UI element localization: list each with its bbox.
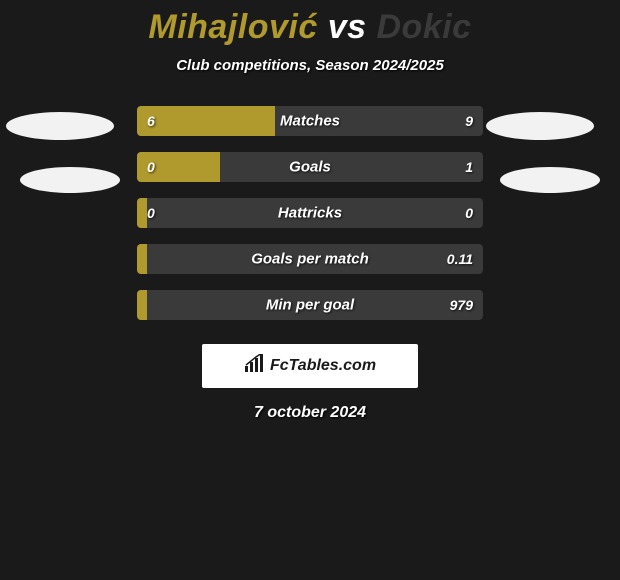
stat-bar: 6Matches9 bbox=[137, 106, 483, 136]
subtitle: Club competitions, Season 2024/2025 bbox=[0, 57, 620, 74]
comparison-chart: 6Matches90Goals10Hattricks0Goals per mat… bbox=[0, 106, 620, 336]
page-title: Mihajlović vs Dokic bbox=[0, 0, 620, 47]
title-player2: Dokic bbox=[377, 8, 472, 46]
bar-list: 6Matches90Goals10Hattricks0Goals per mat… bbox=[137, 106, 483, 320]
title-vs: vs bbox=[328, 8, 367, 46]
stat-label: Goals per match bbox=[137, 251, 483, 268]
badge-text: FcTables.com bbox=[270, 357, 376, 375]
stat-label: Hattricks bbox=[137, 205, 483, 222]
stat-bar: 0Goals1 bbox=[137, 152, 483, 182]
title-player1: Mihajlović bbox=[148, 8, 317, 46]
stat-right-value: 9 bbox=[465, 113, 473, 129]
stat-right-value: 0 bbox=[465, 205, 473, 221]
stat-right-value: 0.11 bbox=[447, 251, 473, 267]
stat-right-value: 1 bbox=[465, 159, 473, 175]
date-label: 7 october 2024 bbox=[0, 404, 620, 422]
stat-bar: Min per goal979 bbox=[137, 290, 483, 320]
shadow-ellipse-right-top bbox=[486, 112, 594, 140]
bars-chart-icon bbox=[244, 354, 266, 379]
stat-label: Min per goal bbox=[137, 297, 483, 314]
stat-label: Matches bbox=[137, 113, 483, 130]
shadow-ellipse-right-bottom bbox=[500, 167, 600, 193]
shadow-ellipse-left-top bbox=[6, 112, 114, 140]
stat-bar: Goals per match0.11 bbox=[137, 244, 483, 274]
stat-bar: 0Hattricks0 bbox=[137, 198, 483, 228]
shadow-ellipse-left-bottom bbox=[20, 167, 120, 193]
stat-label: Goals bbox=[137, 159, 483, 176]
stat-right-value: 979 bbox=[450, 297, 473, 313]
source-badge[interactable]: FcTables.com bbox=[202, 344, 418, 388]
